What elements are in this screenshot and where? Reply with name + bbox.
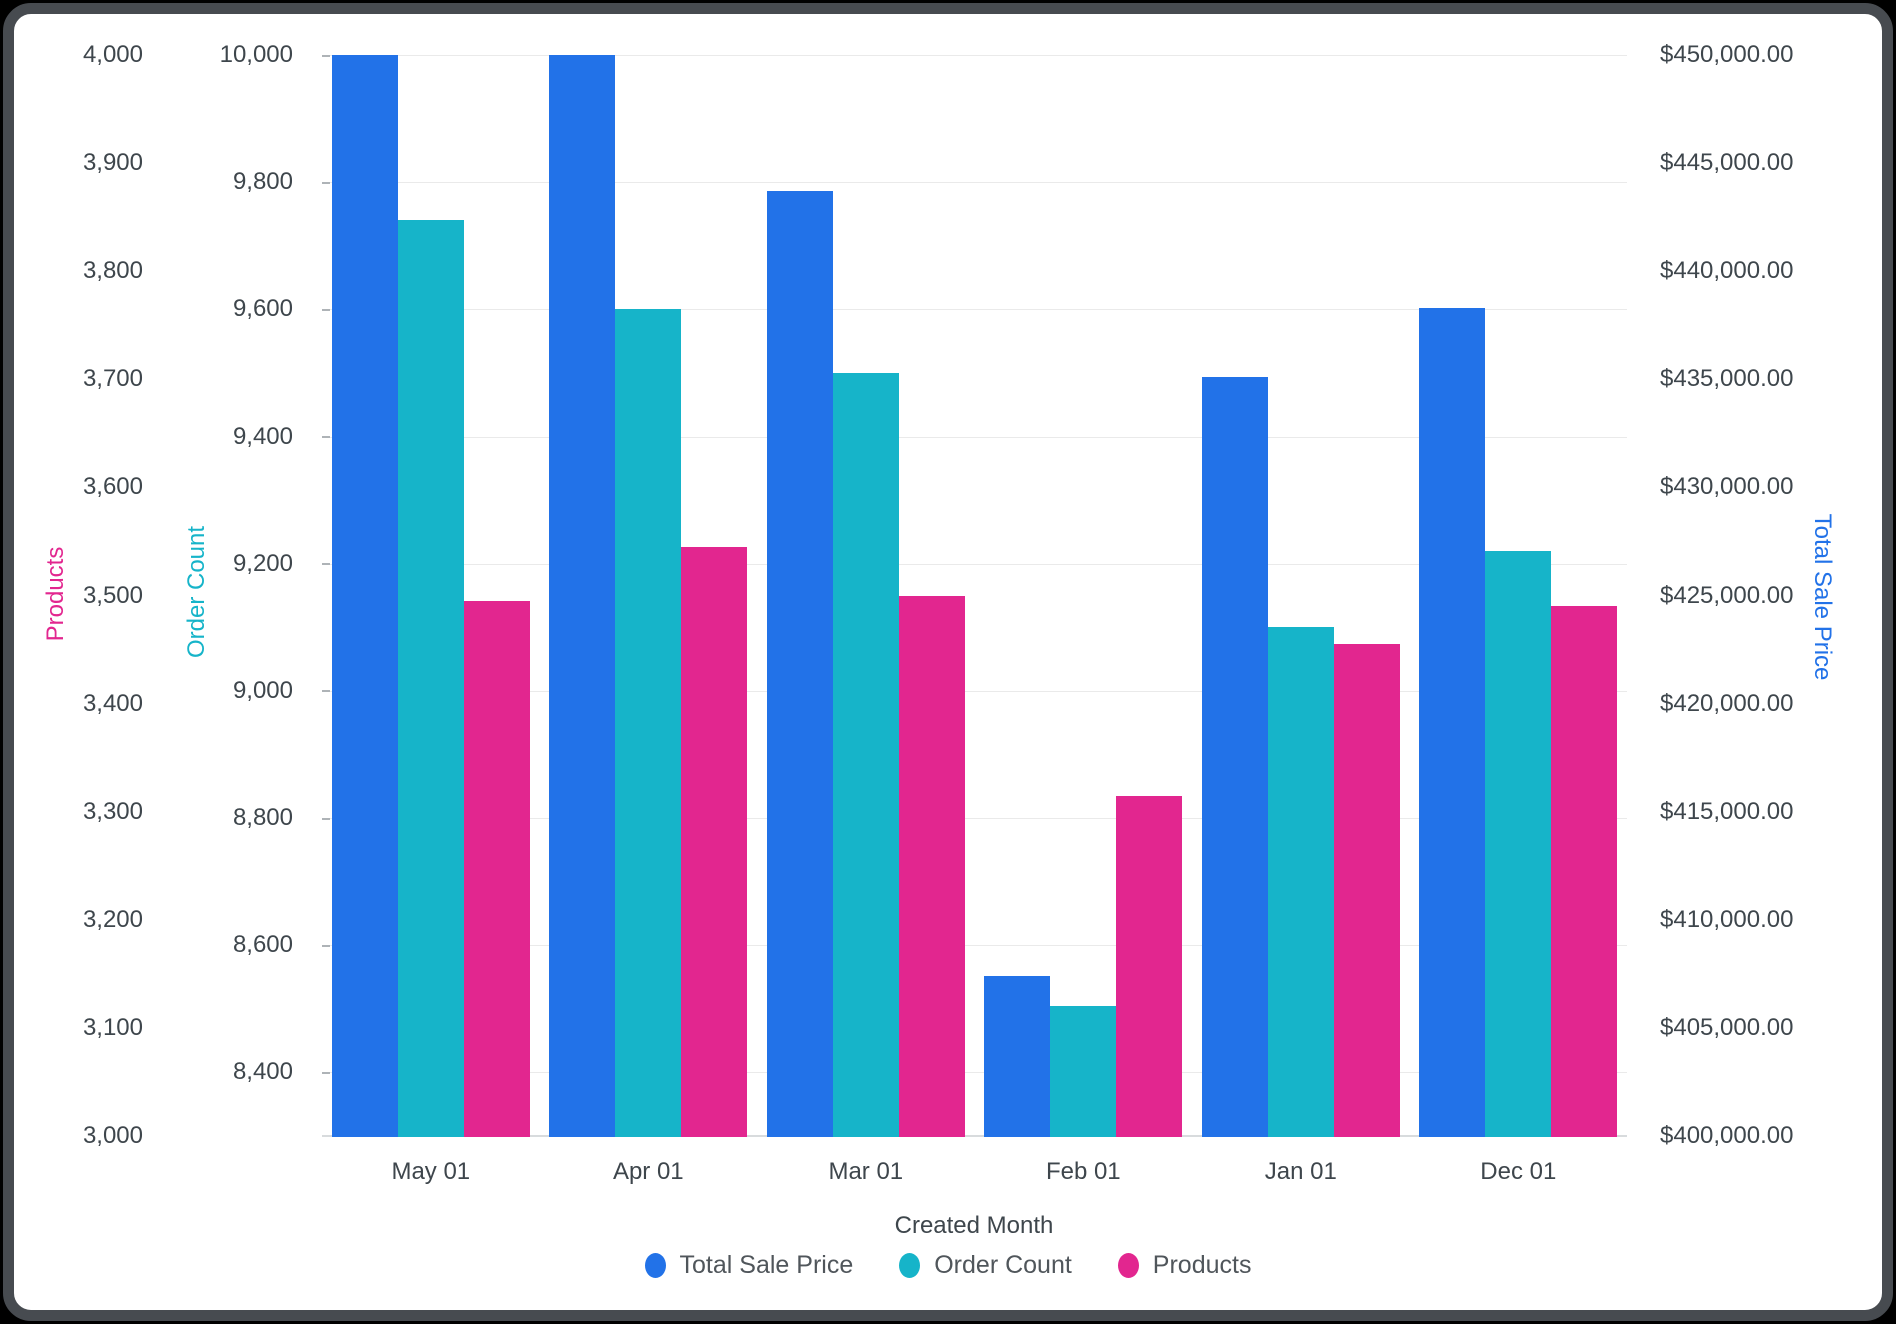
legend-item-order-count[interactable]: Order Count — [899, 1253, 1072, 1278]
products-axis-tick-label: 3,000 — [82, 1122, 143, 1149]
x-axis-category-label: Apr 01 — [612, 1158, 684, 1185]
axis-tick — [322, 181, 330, 184]
x-axis-line — [322, 1135, 1627, 1137]
bar-total-sale-price-jan-01[interactable] — [1201, 377, 1268, 1137]
bar-total-sale-price-feb-01[interactable] — [984, 976, 1051, 1137]
price-axis-tick-label: $410,000.00 — [1660, 905, 1794, 933]
x-axis-category-label: Feb 01 — [1045, 1158, 1121, 1185]
price-axis-tick-label: $435,000.00 — [1660, 365, 1794, 393]
legend-label: Products — [1152, 1251, 1252, 1279]
legend-item-products[interactable]: Products — [1117, 1251, 1252, 1279]
products-axis-tick-label: 3,700 — [82, 365, 143, 393]
price-axis-tick-label: $440,000.00 — [1660, 257, 1794, 285]
axis-tick — [322, 690, 330, 693]
price-axis-tick-label: $420,000.00 — [1660, 689, 1794, 717]
products-axis-tick-label: 3,300 — [82, 797, 143, 825]
axis-tick — [322, 308, 330, 311]
y-axis-title-total-sale-price: Total Sale Price — [1809, 513, 1836, 681]
y-axis-title-order-count: Order Count — [183, 525, 210, 659]
gridline — [322, 309, 1627, 311]
legend-color-dot-icon — [899, 1253, 921, 1278]
axis-tick — [322, 563, 330, 566]
bar-order-count-dec-01[interactable] — [1485, 551, 1552, 1137]
legend-label: Order Count — [934, 1251, 1072, 1279]
gridline — [322, 818, 1627, 820]
products-axis-tick-label: 3,600 — [82, 473, 143, 501]
bar-total-sale-price-may-01[interactable] — [331, 55, 398, 1137]
bar-products-feb-01[interactable] — [1116, 795, 1183, 1137]
price-axis-tick-label: $415,000.00 — [1660, 797, 1794, 825]
order-count-axis-tick-label: 9,000 — [232, 676, 293, 704]
bar-products-dec-01[interactable] — [1551, 606, 1618, 1137]
legend-color-dot-icon — [644, 1253, 666, 1278]
order-count-axis-tick-label: 9,400 — [232, 422, 293, 450]
order-count-axis-tick-label: 9,800 — [232, 168, 293, 196]
legend-color-dot-icon — [1117, 1253, 1139, 1278]
x-axis-title: Created Month — [894, 1212, 1054, 1239]
x-axis-category-label: May 01 — [391, 1158, 471, 1185]
bar-total-sale-price-apr-01[interactable] — [549, 55, 616, 1137]
bar-products-mar-01[interactable] — [898, 595, 965, 1137]
gridline — [322, 436, 1627, 438]
bar-total-sale-price-mar-01[interactable] — [766, 191, 833, 1137]
order-count-axis-tick-label: 8,400 — [232, 1058, 293, 1086]
order-count-axis-tick-label: 10,000 — [219, 41, 293, 68]
products-axis-tick-label: 3,500 — [82, 581, 143, 609]
products-axis-tick-label: 3,200 — [82, 905, 143, 933]
bar-total-sale-price-dec-01[interactable] — [1419, 308, 1486, 1137]
legend-item-total-sale-price[interactable]: Total Sale Price — [644, 1251, 854, 1279]
axis-tick — [322, 1071, 330, 1074]
axis-tick — [322, 54, 330, 57]
bar-order-count-mar-01[interactable] — [832, 372, 899, 1137]
bar-products-may-01[interactable] — [463, 600, 530, 1137]
bar-order-count-jan-01[interactable] — [1267, 627, 1334, 1137]
axis-tick — [322, 944, 330, 947]
price-axis-tick-label: $445,000.00 — [1660, 149, 1794, 177]
axis-tick — [322, 817, 330, 820]
price-axis-tick-label: $400,000.00 — [1660, 1122, 1794, 1149]
x-axis-category-label: Jan 01 — [1264, 1158, 1337, 1185]
products-axis-tick-label: 3,100 — [82, 1013, 143, 1041]
y-axis-title-products: Products — [42, 546, 69, 642]
order-count-axis-tick-label: 9,200 — [232, 549, 293, 577]
products-axis-tick-label: 3,900 — [82, 149, 143, 177]
price-axis-tick-label: $425,000.00 — [1660, 581, 1794, 609]
axis-tick — [322, 436, 330, 438]
products-axis-tick-label: 3,800 — [82, 257, 143, 285]
legend-label: Total Sale Price — [679, 1251, 854, 1279]
bar-order-count-apr-01[interactable] — [615, 309, 682, 1137]
gridline — [322, 945, 1627, 947]
chart-legend: Total Sale Price Order Count Products — [0, 1253, 1896, 1278]
gridline — [322, 55, 1627, 56]
products-axis-tick-label: 4,000 — [82, 41, 143, 68]
order-count-axis-tick-label: 8,800 — [232, 804, 293, 832]
gridline — [322, 690, 1627, 692]
order-count-axis-tick-label: 9,600 — [232, 295, 293, 323]
gridline — [322, 1072, 1627, 1074]
price-axis-tick-label: $405,000.00 — [1660, 1013, 1794, 1041]
bar-order-count-may-01[interactable] — [397, 220, 464, 1137]
products-axis-tick-label: 3,400 — [82, 689, 143, 717]
gridline — [322, 563, 1627, 565]
x-axis-category-label: Mar 01 — [828, 1158, 904, 1185]
bar-products-apr-01[interactable] — [681, 546, 748, 1137]
price-axis-tick-label: $450,000.00 — [1660, 41, 1794, 68]
bar-order-count-feb-01[interactable] — [1050, 1005, 1117, 1137]
gridline — [322, 182, 1627, 184]
price-axis-tick-label: $430,000.00 — [1660, 473, 1794, 501]
bar-products-jan-01[interactable] — [1333, 644, 1400, 1137]
order-count-axis-tick-label: 8,600 — [232, 931, 293, 959]
x-axis-category-label: Dec 01 — [1480, 1158, 1557, 1185]
